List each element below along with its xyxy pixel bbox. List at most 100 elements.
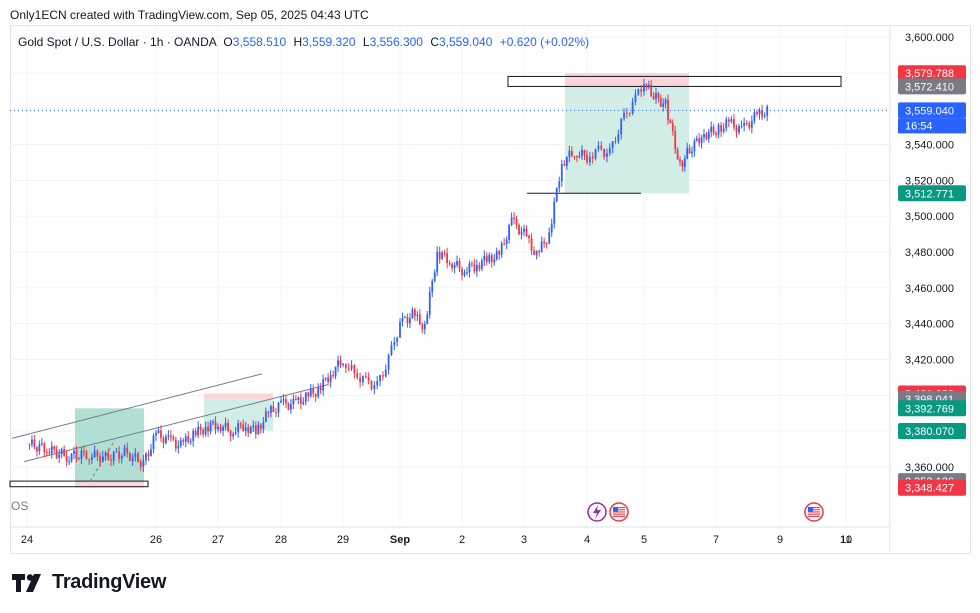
us-flag-stripe — [808, 515, 820, 517]
candle-body — [620, 118, 623, 135]
candle-body — [426, 314, 429, 324]
candle-body — [659, 98, 662, 107]
candle-body — [693, 140, 696, 152]
us-flag-icon[interactable] — [804, 502, 824, 522]
candle-body — [393, 342, 396, 346]
time-tick-label: 29 — [337, 534, 349, 546]
candle-body — [347, 367, 350, 369]
candle-body — [167, 435, 170, 437]
candle-body — [387, 354, 390, 370]
candle-body — [503, 243, 506, 245]
candle-body — [232, 433, 235, 437]
candle-body — [350, 365, 353, 369]
channel-upper-line[interactable] — [11, 373, 263, 439]
lightning-icon[interactable] — [587, 502, 607, 522]
candle-body — [376, 381, 379, 386]
channel-lower-line[interactable] — [23, 384, 329, 463]
us-flag-stripe — [808, 507, 820, 509]
candle-body — [550, 223, 553, 233]
candle-body — [112, 452, 115, 461]
candle-body — [280, 400, 282, 403]
candle-body — [500, 243, 503, 255]
candle-body — [652, 96, 655, 100]
candle-body — [65, 455, 68, 462]
candle-body — [322, 379, 325, 391]
candle-body — [409, 318, 411, 324]
candle-body — [413, 309, 416, 317]
candle-body — [107, 452, 110, 460]
candle-body — [586, 154, 588, 163]
candle-body — [710, 126, 713, 132]
time-tick-label: 4 — [584, 534, 590, 546]
candle-body — [674, 131, 677, 150]
time-tick-label: 10 — [840, 534, 852, 546]
us-flag-icon[interactable] — [609, 502, 629, 522]
candle-body — [43, 443, 46, 453]
tradingview-logo-text: TradingView — [52, 571, 167, 593]
symbol-legend[interactable]: Gold Spot / U.S. Dollar · 1h · OANDA O3,… — [18, 35, 589, 49]
price-tick-label: 3,540.000 — [905, 140, 954, 152]
price-label-text: 3,579.788 — [905, 68, 954, 80]
candle-body — [367, 377, 370, 381]
candle-body — [655, 93, 657, 100]
candle-body — [356, 373, 359, 378]
candle-body — [155, 432, 157, 436]
candle-body — [177, 445, 180, 449]
candle-body — [234, 432, 237, 434]
candle-body — [290, 403, 292, 410]
candle-body — [28, 443, 31, 445]
candle-body — [373, 385, 376, 389]
candle-body — [399, 321, 401, 338]
candle-body — [174, 439, 177, 449]
candle-body — [495, 251, 498, 260]
support-box-left[interactable] — [9, 480, 149, 488]
candle-body — [60, 449, 63, 455]
candle-body — [270, 406, 272, 413]
candle-body — [712, 126, 715, 134]
candle-body — [707, 131, 710, 140]
candle-body — [647, 84, 650, 86]
time-tick-label: 3 — [521, 534, 527, 546]
candle-body — [458, 260, 461, 269]
candle-body — [727, 119, 730, 122]
price-label-text: 3,572.410 — [905, 81, 954, 93]
candle-body — [735, 127, 738, 133]
candle-body — [339, 360, 342, 366]
candle-body — [748, 123, 751, 128]
candle-body — [172, 436, 175, 440]
candle-body — [214, 421, 217, 429]
candle-body — [342, 363, 344, 366]
loss-zone-mid — [204, 393, 273, 399]
candle-body — [222, 426, 224, 431]
candle-body — [197, 426, 200, 436]
time-tick-label: 2 — [459, 534, 465, 546]
candle-body — [329, 375, 332, 383]
candle-body — [525, 228, 528, 236]
resistance-box[interactable] — [507, 75, 842, 87]
candle-body — [304, 392, 307, 402]
candle-body — [733, 119, 735, 128]
event-markers — [587, 502, 824, 522]
candle-body — [451, 264, 453, 268]
candle-body — [717, 125, 720, 135]
candle-body — [96, 450, 99, 457]
price-label-box — [898, 185, 966, 202]
chart-frame[interactable] — [10, 25, 971, 554]
tradingview-logo[interactable]: TradingView — [12, 571, 166, 594]
candle-body — [58, 454, 61, 458]
price-tick-label: 3,360.000 — [905, 462, 954, 474]
candle-body — [275, 412, 277, 414]
price-label-box — [898, 479, 966, 496]
candle-body — [528, 235, 530, 239]
candle-body — [244, 427, 247, 431]
time-tick-label: 9 — [777, 534, 783, 546]
candle-body — [480, 260, 483, 269]
candle-body — [48, 452, 51, 454]
candle-body — [730, 119, 733, 122]
candle-body — [686, 148, 689, 159]
candle-body — [229, 431, 232, 437]
candle-body — [242, 424, 245, 431]
candle-body — [510, 217, 513, 226]
candle-body — [428, 292, 431, 315]
